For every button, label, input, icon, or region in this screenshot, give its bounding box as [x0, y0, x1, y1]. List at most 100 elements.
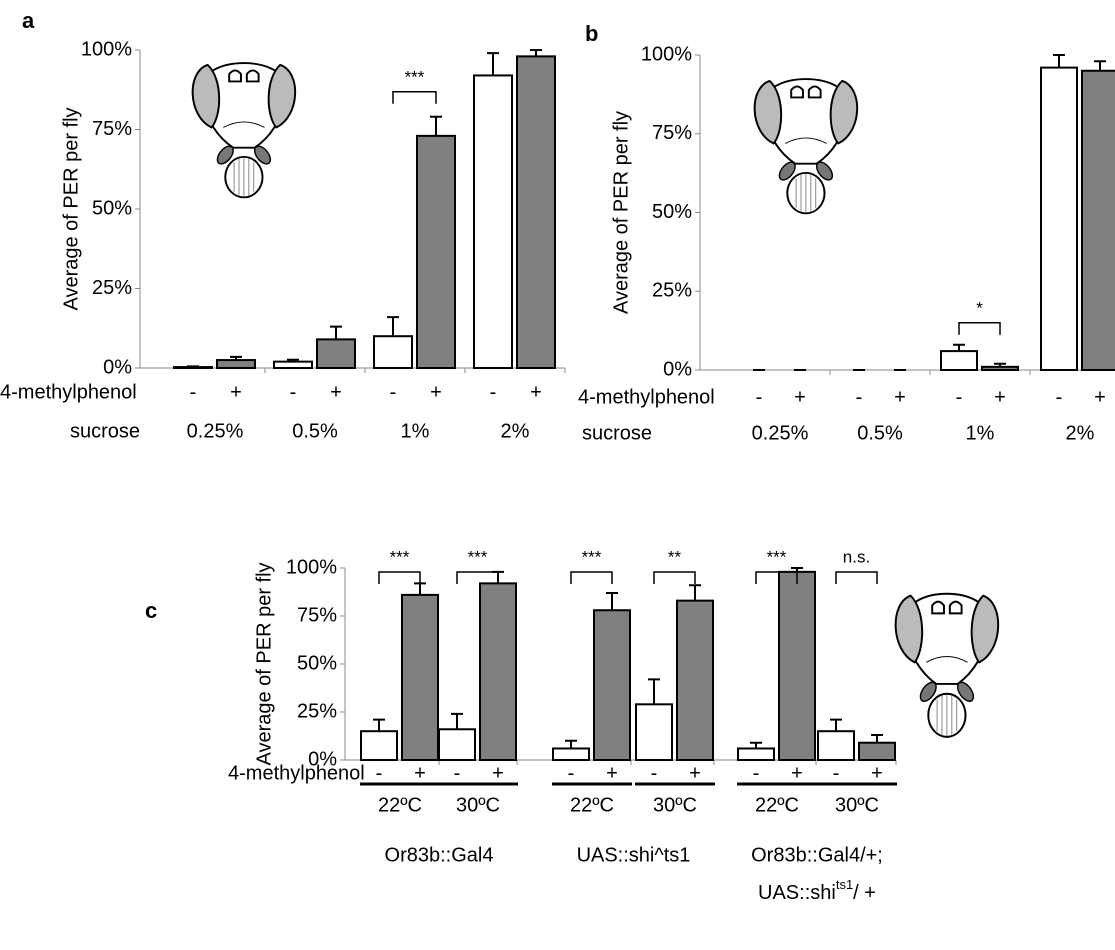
- bar: [480, 583, 516, 760]
- treatment-level: -: [1056, 386, 1063, 408]
- y-tick-label: 100%: [641, 43, 692, 65]
- y-tick-label: 25%: [92, 277, 132, 299]
- treatment-level: +: [330, 381, 342, 403]
- error-bar: [1094, 61, 1106, 70]
- category-label: 30ºC: [653, 794, 697, 816]
- treatment-level: +: [230, 381, 242, 403]
- significance-bracket: [393, 92, 436, 104]
- bar: [417, 136, 455, 368]
- bar: [818, 731, 854, 760]
- genotype-label: Or83b::Gal4: [385, 844, 494, 866]
- category-label: 30ºC: [456, 794, 500, 816]
- significance-bracket: [836, 572, 877, 584]
- treatment-level: -: [956, 386, 963, 408]
- treatment-level: -: [190, 381, 197, 403]
- bar: [402, 595, 438, 760]
- bar: [361, 731, 397, 760]
- error-bar: [689, 585, 701, 600]
- genotype-label: Or83b::Gal4/+;: [751, 844, 883, 866]
- significance-bracket: [379, 572, 420, 584]
- category-label: 22ºC: [378, 794, 422, 816]
- error-bar: [871, 735, 883, 743]
- treatment-label: 4-methylphenol: [228, 762, 365, 784]
- significance-label: **: [668, 547, 682, 566]
- category-label: 30ºC: [835, 794, 879, 816]
- bar: [474, 75, 512, 368]
- treatment-label: 4-methylphenol: [0, 381, 137, 403]
- y-tick-label: 100%: [81, 38, 132, 60]
- error-bar: [487, 53, 499, 75]
- treatment-level: +: [414, 762, 426, 784]
- category-label: 1%: [401, 420, 430, 442]
- category-label: 0.5%: [857, 422, 903, 444]
- bar: [859, 743, 895, 760]
- y-axis-label: Average of PER per fly: [60, 107, 82, 310]
- fly-head-icon: [896, 594, 999, 737]
- y-tick-label: 25%: [297, 700, 337, 722]
- bar: [217, 360, 255, 368]
- error-bar: [414, 583, 426, 595]
- bar: [594, 610, 630, 760]
- category-label: 1%: [966, 422, 995, 444]
- y-axis-label: Average of PER per fly: [253, 562, 275, 765]
- treatment-level: -: [390, 381, 397, 403]
- y-tick-label: 50%: [652, 201, 692, 223]
- bar: [941, 351, 977, 370]
- bar: [1041, 68, 1077, 370]
- bar: [738, 748, 774, 760]
- panel-label: a: [22, 8, 35, 33]
- error-bar: [451, 714, 463, 729]
- y-tick-label: 50%: [297, 652, 337, 674]
- page: {"chart_data": [ {"type": "bar", "panel"…: [0, 0, 1115, 950]
- y-tick-label: 0%: [103, 356, 132, 378]
- treatment-level: +: [871, 762, 883, 784]
- error-bar: [373, 720, 385, 732]
- bar: [439, 729, 475, 760]
- significance-bracket: [571, 572, 612, 584]
- significance-label: n.s.: [843, 547, 870, 566]
- treatment-level: +: [430, 381, 442, 403]
- genotype-text: / +: [853, 882, 876, 904]
- error-bar: [606, 593, 618, 610]
- significance-label: ***: [405, 67, 425, 86]
- treatment-level: +: [791, 762, 803, 784]
- y-tick-label: 50%: [92, 197, 132, 219]
- bar: [779, 572, 815, 760]
- treatment-level: +: [1094, 386, 1106, 408]
- treatment-level: +: [994, 386, 1006, 408]
- significance-label: ***: [767, 547, 787, 566]
- treatment-level: +: [492, 762, 504, 784]
- panel-label: b: [585, 21, 598, 46]
- significance-bracket: [457, 572, 498, 584]
- y-axis-label: Average of PER per fly: [610, 111, 632, 314]
- error-bar: [1053, 55, 1065, 68]
- category-label: 0.5%: [292, 420, 338, 442]
- bar: [1082, 71, 1115, 370]
- genotype-text: UAS::shi: [758, 882, 836, 904]
- significance-label: ***: [582, 547, 602, 566]
- significance-bracket: [959, 323, 1000, 335]
- genotype-label: UAS::shits1/ +: [758, 877, 876, 904]
- treatment-level: -: [651, 762, 658, 784]
- category-label: 0.25%: [752, 422, 809, 444]
- treatment-level: -: [490, 381, 497, 403]
- bar: [317, 339, 355, 368]
- error-bar: [330, 327, 342, 340]
- treatment-level: +: [894, 386, 906, 408]
- error-bar: [565, 741, 577, 749]
- genotype-label: UAS::shi^ts1: [577, 844, 691, 866]
- treatment-level: -: [376, 762, 383, 784]
- treatment-level: -: [756, 386, 763, 408]
- bar: [553, 748, 589, 760]
- significance-label: *: [976, 298, 983, 317]
- error-bar: [430, 117, 442, 136]
- fly-head-icon: [755, 79, 858, 213]
- y-tick-label: 0%: [663, 358, 692, 380]
- fly-head-icon: [193, 63, 296, 197]
- treatment-level: -: [454, 762, 461, 784]
- bar: [677, 601, 713, 760]
- treatment-level: +: [606, 762, 618, 784]
- treatment-label: 4-methylphenol: [578, 386, 715, 408]
- treatment-level: -: [290, 381, 297, 403]
- category-axis-label: sucrose: [582, 422, 652, 444]
